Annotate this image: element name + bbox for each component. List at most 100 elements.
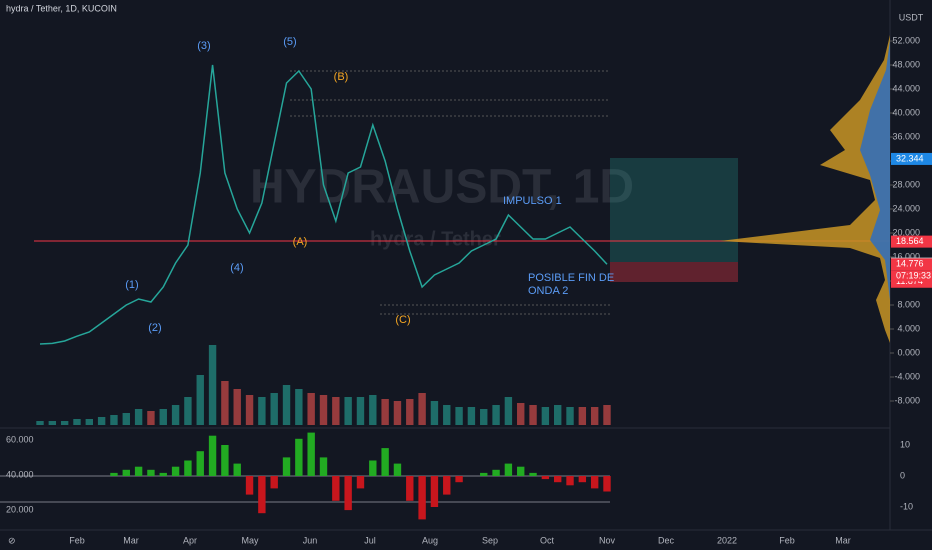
countdown: 07:19:33: [896, 271, 931, 281]
price-label: 52.000: [892, 35, 920, 45]
time-label: Nov: [599, 535, 616, 545]
volume-bar: [221, 381, 229, 425]
osc-bar: [578, 476, 587, 483]
volume-bar: [553, 405, 562, 425]
volume-bar: [270, 393, 278, 425]
volume-bar: [282, 385, 291, 425]
osc-bar: [221, 445, 229, 476]
osc-bar: [443, 476, 451, 495]
impulse-label: IMPULSO 1: [503, 195, 562, 207]
volume-bar: [97, 417, 106, 425]
osc-bar: [134, 466, 143, 476]
wave-label: (4): [230, 262, 243, 274]
price-label: -8.000: [894, 395, 920, 405]
volume-bar: [196, 375, 204, 425]
osc-bar: [208, 435, 217, 476]
volume-bar: [443, 405, 451, 425]
osc-bar: [541, 476, 550, 480]
osc-bar: [504, 463, 513, 476]
volume-bar: [504, 397, 513, 425]
time-label: 2022: [717, 535, 737, 545]
time-label: Aug: [422, 535, 438, 545]
osc-bar: [553, 476, 562, 483]
price-label: 48.000: [892, 59, 920, 69]
time-label: Jul: [364, 535, 376, 545]
volume-bar: [467, 407, 476, 425]
price-tag: [891, 152, 932, 165]
volume-bar: [147, 411, 155, 425]
volume-bar: [36, 421, 44, 425]
osc-bar: [430, 476, 439, 507]
osc-bar: [282, 457, 291, 476]
volume-bar: [529, 405, 537, 425]
stop-zone: [610, 262, 738, 282]
volume-bar: [541, 407, 550, 425]
wave-label: (A): [293, 236, 308, 248]
wave-label: (2): [148, 322, 161, 334]
time-label: Mar: [123, 535, 139, 545]
volume-bar: [492, 405, 500, 425]
osc-bar: [381, 448, 389, 476]
osc-bar: [319, 457, 328, 476]
volume-bar: [517, 403, 525, 425]
volume-bar: [430, 401, 439, 425]
symbol-title: hydra / Tether, 1D, KUCOIN: [6, 3, 117, 13]
osc-bar: [110, 472, 118, 476]
watermark: HYDRAUSDT, 1D: [250, 161, 634, 214]
time-label: Mar: [835, 535, 851, 545]
wave-label: (3): [197, 40, 210, 52]
price-label: 44.000: [892, 83, 920, 93]
osc-bar: [492, 469, 500, 476]
volume-bar: [393, 401, 402, 425]
time-label: Feb: [779, 535, 795, 545]
osc-bar: [307, 432, 315, 476]
osc-left-label: 40.000: [6, 469, 34, 479]
price-label: 0.000: [897, 347, 920, 357]
countdown-bg: [891, 270, 932, 282]
volume-bar: [578, 407, 587, 425]
osc-bar: [245, 476, 254, 495]
price-tag-label: 32.344: [896, 153, 924, 163]
osc-bar: [147, 469, 155, 476]
osc-bar: [393, 463, 402, 476]
osc-bar: [480, 472, 488, 476]
price-line: [39, 64, 608, 345]
volume-bar: [590, 407, 599, 425]
price-tag-label: 18.564: [896, 236, 924, 246]
price-label: 24.000: [892, 203, 920, 213]
volume-bar: [184, 397, 192, 425]
volume-bar: [122, 413, 130, 425]
volume-bar: [307, 393, 315, 425]
time-label: Feb: [69, 535, 85, 545]
volume-bar: [369, 395, 377, 425]
time-label: May: [241, 535, 259, 545]
osc-bar: [233, 463, 241, 476]
price-label: 40.000: [892, 107, 920, 117]
osc-bar: [566, 476, 574, 486]
price-label: 8.000: [897, 299, 920, 309]
osc-bar: [196, 451, 204, 476]
wave-label: (1): [125, 279, 138, 291]
osc-bar: [356, 476, 365, 489]
time-label: Oct: [540, 535, 555, 545]
volume-bar: [406, 399, 414, 425]
osc-label: -10: [900, 501, 913, 511]
osc-bar: [406, 476, 414, 501]
currency: USDT: [899, 12, 924, 22]
volume-bar: [480, 409, 488, 425]
price-label: 16.000: [892, 251, 920, 261]
volume-bar: [245, 395, 254, 425]
osc-bar: [122, 469, 130, 476]
volume-bar: [295, 389, 303, 425]
volume-bar: [332, 397, 340, 425]
wave-label: (B): [334, 71, 349, 83]
osc-bar: [529, 472, 537, 476]
volume-bar: [603, 405, 611, 425]
osc-left-label: 60.000: [6, 434, 34, 444]
osc-bar: [455, 476, 463, 483]
volume-bar: [344, 397, 352, 425]
osc-bar: [418, 476, 426, 520]
osc-bar: [295, 438, 303, 476]
